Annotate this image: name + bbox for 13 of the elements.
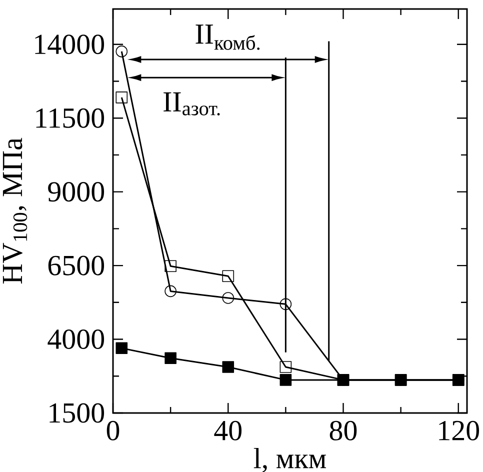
y-tick-label: 4000 <box>48 329 104 350</box>
y-tick-label: 1500 <box>50 403 104 423</box>
ref-line-label: II$_{азот.}$ <box>164 92 220 116</box>
y-tick-label: 14000 <box>35 34 104 54</box>
y-tick-label: 11500 <box>36 108 104 128</box>
ref-line-label: II$_{комб.}$ <box>196 24 260 50</box>
y-axis-title: HV$_{100}$, МПа <box>2 138 28 284</box>
x-tick-label: 0 <box>106 420 120 440</box>
x-tick-label: 80 <box>330 420 357 440</box>
y-tick-label: 9000 <box>48 182 104 202</box>
x-tick-label: 120 <box>439 420 480 440</box>
x-tick-label: 40 <box>214 420 242 440</box>
y-tick-label: 6500 <box>48 256 104 276</box>
